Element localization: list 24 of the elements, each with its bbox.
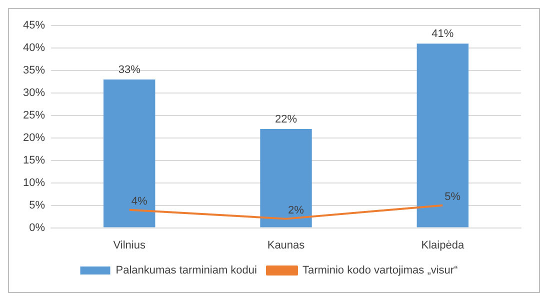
y-tick-label: 40% (22, 42, 46, 54)
data-label: 33% (118, 64, 141, 76)
data-label: 2% (288, 204, 304, 216)
y-tick-label: 25% (22, 110, 46, 122)
bar (416, 44, 469, 228)
data-label: 4% (131, 195, 148, 208)
y-tick-label: 35% (22, 64, 46, 77)
y-tick-label: 45% (22, 20, 46, 32)
y-tick-label: 20% (22, 132, 46, 144)
y-tick-label: 30% (22, 87, 46, 100)
y-tick-label: 5% (29, 199, 46, 212)
bar (260, 128, 312, 228)
y-tick-label: 15% (22, 154, 46, 166)
x-tick-label: Klaipėda (421, 239, 465, 252)
x-tick-label: Kaunas (267, 239, 306, 252)
data-label: 41% (432, 28, 454, 40)
data-label: 22% (274, 113, 298, 126)
data-label: 5% (444, 190, 461, 203)
x-tick-label: Vilnius (113, 239, 146, 252)
legend-label: Palankumas tarminiam kodui (116, 264, 257, 277)
bar (104, 80, 156, 228)
y-tick-label: 10% (22, 176, 46, 189)
legend-label: Tarminio kodo vartojimas „visur“ (302, 264, 458, 277)
y-tick-label: 0% (29, 222, 46, 234)
